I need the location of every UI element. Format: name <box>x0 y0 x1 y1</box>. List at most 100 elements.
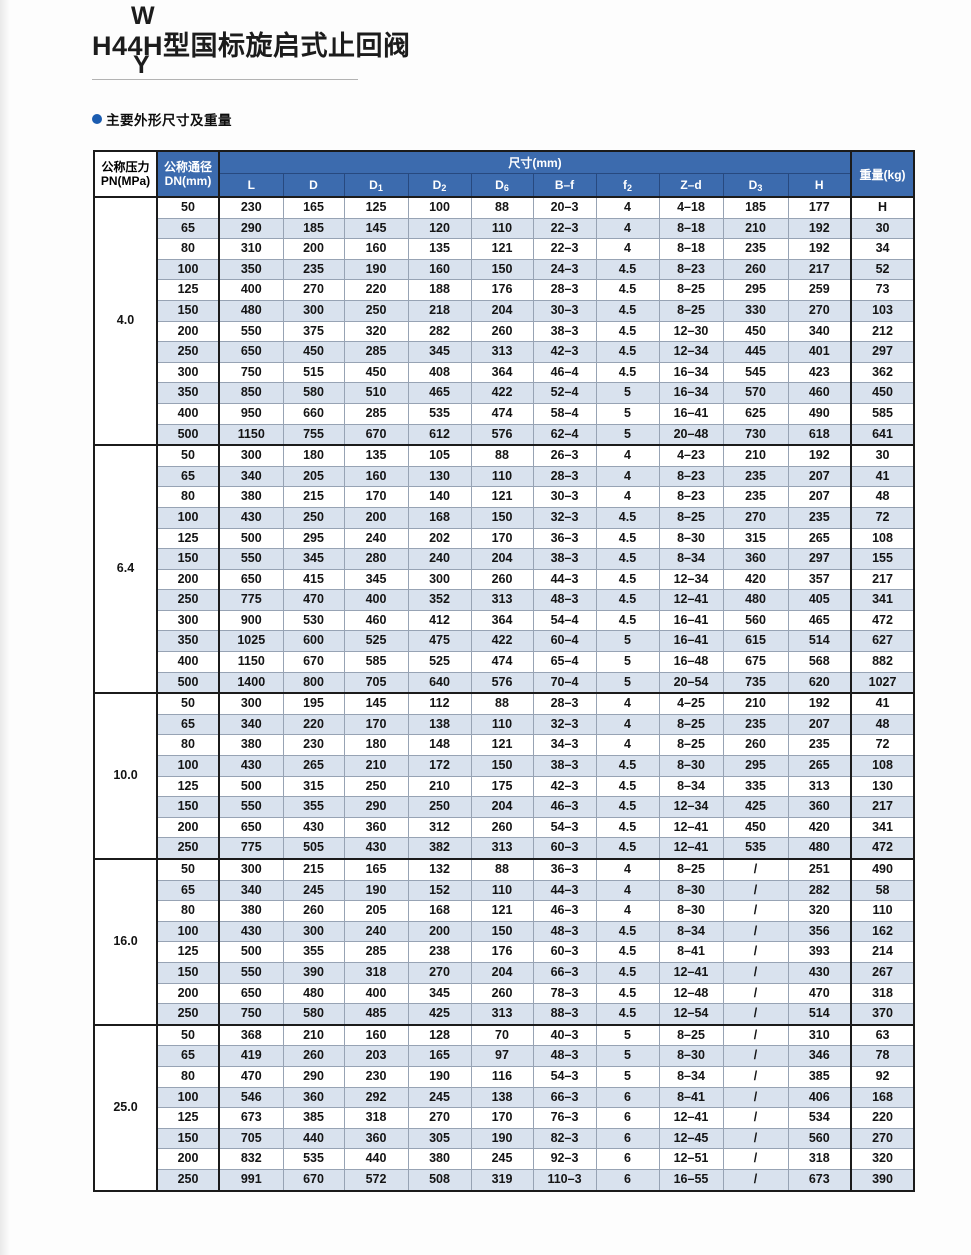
page-title: H44H型国标旋启式止回阀 <box>92 31 411 61</box>
data-cell: / <box>722 941 789 963</box>
table-row: 16.0 50 300 215 165 132 88 36–3 4 8–25/251 490 <box>93 857 915 1026</box>
data-cell: 775 <box>218 837 284 860</box>
data-cell: 48 <box>850 486 915 508</box>
data-cell: 425 <box>407 1003 472 1026</box>
data-cell: 440 <box>282 1127 345 1150</box>
dn-cell: 150 <box>156 548 220 570</box>
data-cell: 430 <box>218 755 284 777</box>
data-cell: 430 <box>787 961 852 984</box>
data-cell: 705 <box>218 1127 284 1150</box>
table-row: 300 900 530 460 412 364 54–4 4.5 16–41 560 465 472 <box>94 609 915 632</box>
data-cell: 576 <box>470 671 534 694</box>
data-cell: 16–41 <box>658 609 724 632</box>
table-row: 80 380 260 205 168 121 46–3 4 8–30/320 110 <box>94 900 915 922</box>
table-row: 10.0 50 300 195 145 112 88 28–3 4 4–25 210 192 41 <box>93 692 915 860</box>
data-cell: 4 <box>595 238 660 260</box>
data-cell: 52 <box>850 258 915 281</box>
data-cell: 190 <box>343 879 409 902</box>
data-cell: 4.5 <box>595 589 660 611</box>
data-cell: 4 <box>595 444 660 467</box>
data-cell: 422 <box>470 630 534 653</box>
data-cell: 250 <box>282 506 345 529</box>
table-row: 125 400 270 220 188 176 28–3 4.5 8–25 295 259 73 <box>94 279 915 301</box>
data-cell: 26–3 <box>532 444 597 467</box>
dim-header-cell: D1 <box>343 173 409 198</box>
data-cell: 52–4 <box>532 382 597 404</box>
data-cell: 475 <box>407 630 472 653</box>
data-cell: 364 <box>470 609 534 632</box>
data-cell: 66–3 <box>532 961 597 984</box>
table-row: 200 650 480 400 345 260 78–3 4.5 12–48/470 318 <box>94 982 915 1005</box>
data-cell: 217 <box>787 258 852 281</box>
bullet-icon <box>92 114 102 124</box>
dn-cell: 65 <box>156 217 220 240</box>
data-cell: 440 <box>343 1148 409 1170</box>
data-cell: 576 <box>470 423 534 446</box>
data-cell: 380 <box>218 900 284 922</box>
data-cell: 4.5 <box>595 982 660 1005</box>
dn-cell: 250 <box>156 341 220 363</box>
data-cell: 270 <box>850 1127 915 1150</box>
data-cell: 97 <box>470 1045 534 1067</box>
table-row: 100 430 300 240 200 150 48–3 4.5 8–34/356 162 <box>94 920 915 943</box>
dn-cell: 50 <box>156 195 220 219</box>
data-cell: 48 <box>850 713 915 736</box>
data-cell: 313 <box>470 837 534 860</box>
data-cell: 138 <box>470 1086 534 1109</box>
header-row-2: L D D1 D2 D6 B–f f2 Z–d D3 H <box>94 173 914 198</box>
data-cell: 4.5 <box>595 755 660 777</box>
data-cell: 4–18 <box>658 195 724 219</box>
data-cell: 832 <box>218 1148 284 1170</box>
data-cell: 280 <box>343 548 409 570</box>
table-row: 65 290 185 145 120 110 22–3 4 8–18 210 192 30 <box>94 217 915 240</box>
table-row: 250 991 670 572 508 319 110–3 6 16–55/673 390 <box>94 1168 915 1192</box>
data-cell: 618 <box>787 423 852 446</box>
data-cell: 534 <box>787 1107 852 1129</box>
data-cell: 128 <box>407 1023 472 1047</box>
dn-cell: 500 <box>156 671 220 694</box>
data-cell: 1025 <box>218 630 284 653</box>
data-cell: 360 <box>343 816 409 839</box>
data-cell: 60–3 <box>532 837 597 860</box>
data-cell: 260 <box>470 320 534 343</box>
data-cell: 450 <box>722 320 789 343</box>
table-row: 4.0 50 230 165 125 100 88 20–3 4 4–18 185 177 H <box>93 195 915 446</box>
data-cell: 850 <box>218 382 284 404</box>
data-cell: 245 <box>407 1086 472 1109</box>
data-cell: 235 <box>722 238 789 260</box>
data-cell: 16–55 <box>658 1168 724 1192</box>
pressure-group-cell: 10.0 <box>93 692 158 860</box>
data-cell: 110 <box>470 465 534 488</box>
data-cell: 1027 <box>850 671 915 694</box>
data-cell: 315 <box>282 775 345 798</box>
data-cell: 165 <box>407 1045 472 1067</box>
data-cell: 205 <box>343 900 409 922</box>
data-cell: 160 <box>343 465 409 488</box>
data-cell: 46–3 <box>532 900 597 922</box>
dn-cell: 350 <box>156 382 220 404</box>
data-cell: 4.5 <box>595 775 660 798</box>
data-cell: 4 <box>595 857 660 881</box>
dn-cell: 250 <box>156 1168 220 1192</box>
data-cell: 44–3 <box>532 879 597 902</box>
data-cell: 355 <box>282 796 345 818</box>
table-row: 80 470 290 230 190 116 54–3 5 8–34/385 92 <box>94 1065 915 1088</box>
dim-header-cell: f2 <box>595 173 660 198</box>
data-cell: 217 <box>850 568 915 591</box>
data-cell: 214 <box>850 941 915 963</box>
data-cell: 66–3 <box>532 1086 597 1109</box>
data-cell: 364 <box>470 361 534 384</box>
data-cell: 8–34 <box>658 548 724 570</box>
data-cell: 400 <box>343 589 409 611</box>
dn-cell: 300 <box>156 361 220 384</box>
data-cell: 390 <box>282 961 345 984</box>
data-cell: 585 <box>850 402 915 425</box>
data-cell: 54–3 <box>532 1065 597 1088</box>
data-cell: 140 <box>407 486 472 508</box>
data-cell: 550 <box>218 320 284 343</box>
data-cell: 152 <box>407 879 472 902</box>
data-cell: 4.5 <box>595 920 660 943</box>
data-cell: 4.5 <box>595 361 660 384</box>
data-cell: 650 <box>218 816 284 839</box>
data-cell: 419 <box>218 1045 284 1067</box>
